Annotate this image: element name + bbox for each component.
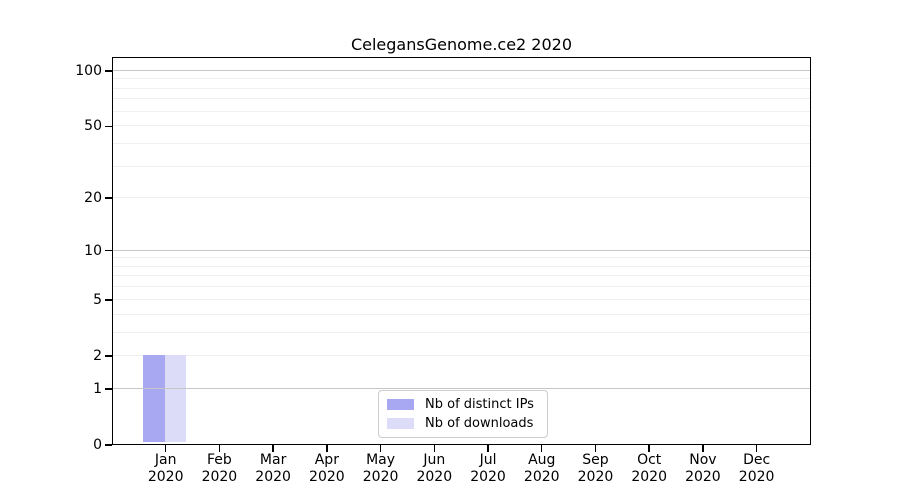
gridline-minor-5 xyxy=(113,298,810,300)
legend-label-downloads: Nb of downloads xyxy=(425,416,534,431)
y-tick-label-1: 1 xyxy=(93,380,102,397)
y-tick-mark-50 xyxy=(105,125,112,128)
legend: Nb of distinct IPs Nb of downloads xyxy=(378,390,548,438)
bar-downloads-jan xyxy=(164,355,187,443)
y-tick-mark-1 xyxy=(105,388,112,390)
gridline-minor-6 xyxy=(113,286,810,288)
x-tick-mark-jul xyxy=(487,445,489,452)
y-tick-mark-20 xyxy=(105,197,112,199)
x-tick-label-nov: Nov 2020 xyxy=(685,452,721,485)
x-tick-mark-mar xyxy=(272,445,274,452)
y-tick-label-50: 50 xyxy=(84,118,102,135)
gridline-minor-30 xyxy=(113,165,810,167)
x-tick-label-dec: Dec 2020 xyxy=(738,452,775,485)
gridline-minor-80 xyxy=(113,87,810,89)
y-tick-label-5: 5 xyxy=(93,291,102,308)
y-tick-mark-0 xyxy=(105,444,112,446)
x-tick-mark-apr xyxy=(326,445,328,452)
y-tick-label-0: 0 xyxy=(93,437,102,453)
x-tick-mark-jan xyxy=(164,445,167,452)
legend-entry-distinct-ips: Nb of distinct IPs xyxy=(387,397,539,412)
x-tick-label-jul: Jul 2020 xyxy=(470,452,506,485)
gridline-minor-20 xyxy=(113,197,810,199)
x-tick-label-jun: Jun 2020 xyxy=(416,452,453,485)
x-tick-mark-oct xyxy=(648,445,650,452)
gridline-major-10 xyxy=(113,249,810,251)
y-tick-label-10: 10 xyxy=(84,242,102,259)
gridline-minor-60 xyxy=(113,110,810,112)
gridline-minor-40 xyxy=(113,142,810,144)
gridline-minor-7 xyxy=(113,275,810,277)
x-tick-label-may: May 2020 xyxy=(362,452,399,485)
x-tick-label-feb: Feb 2020 xyxy=(201,452,238,485)
gridline-minor-2 xyxy=(113,354,810,356)
x-tick-label-apr: Apr 2020 xyxy=(309,452,345,485)
gridline-minor-90 xyxy=(113,78,810,80)
legend-entry-downloads: Nb of downloads xyxy=(387,416,539,431)
x-tick-label-mar: Mar 2020 xyxy=(255,452,291,485)
gridline-major-1 xyxy=(113,387,810,389)
gridline-minor-9 xyxy=(113,257,810,259)
gridline-minor-70 xyxy=(113,98,810,100)
x-tick-mark-dec xyxy=(755,445,758,452)
y-tick-mark-2 xyxy=(105,355,112,357)
x-tick-mark-aug xyxy=(540,445,543,452)
y-tick-label-2: 2 xyxy=(93,347,102,364)
x-tick-mark-feb xyxy=(218,445,221,452)
x-tick-label-oct: Oct 2020 xyxy=(631,452,667,485)
x-tick-mark-may xyxy=(379,445,382,452)
x-tick-mark-sep xyxy=(594,445,597,452)
bar-distinct-ips-jan xyxy=(143,355,165,443)
x-tick-label-jan: Jan 2020 xyxy=(147,452,184,485)
y-tick-label-20: 20 xyxy=(84,190,102,207)
y-tick-mark-100 xyxy=(105,70,112,72)
gridline-minor-3 xyxy=(113,331,810,333)
plot-area xyxy=(112,57,811,445)
gridline-major-100 xyxy=(113,69,810,71)
x-tick-label-aug: Aug 2020 xyxy=(523,452,560,485)
y-tick-mark-5 xyxy=(105,299,112,301)
gridline-minor-8 xyxy=(113,265,810,267)
legend-swatch-distinct-ips xyxy=(387,399,414,410)
gridline-minor-50 xyxy=(113,125,810,127)
y-tick-mark-10 xyxy=(105,249,112,252)
x-tick-mark-jun xyxy=(433,445,436,452)
chart-title: CelegansGenome.ce2 2020 xyxy=(350,35,573,54)
x-tick-mark-nov xyxy=(702,445,704,452)
legend-swatch-downloads xyxy=(387,418,414,429)
y-tick-label-100: 100 xyxy=(75,62,102,79)
x-tick-label-sep: Sep 2020 xyxy=(577,452,614,485)
gridline-minor-4 xyxy=(113,313,810,315)
legend-label-distinct-ips: Nb of distinct IPs xyxy=(425,397,534,412)
